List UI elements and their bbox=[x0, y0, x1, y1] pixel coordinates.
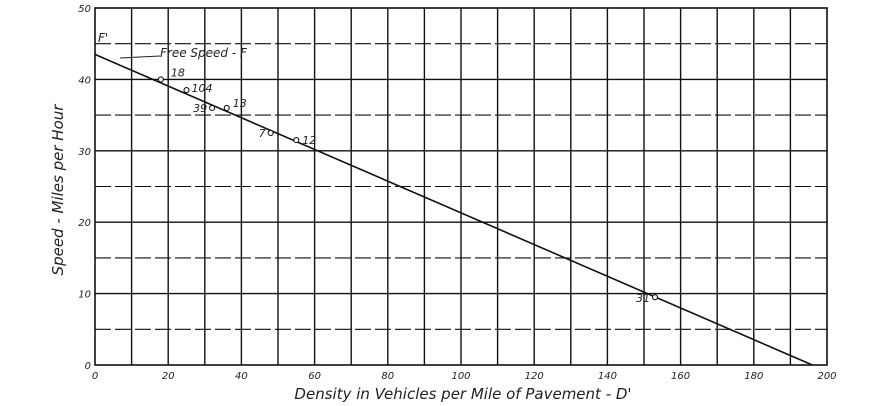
data-point-label: 7 bbox=[259, 127, 266, 140]
data-point bbox=[209, 104, 216, 112]
y-tick-label: 10 bbox=[78, 290, 91, 301]
free-speed-annotation: Free Speed - F bbox=[160, 46, 248, 60]
x-axis-label: Density in Vehicles per Mile of Pavement… bbox=[294, 385, 631, 403]
data-point bbox=[157, 76, 164, 83]
f-prime-annotation: F' bbox=[98, 31, 108, 45]
x-tick-labels: 0 20 40 60 80 100 120 140 160 180 200 bbox=[92, 371, 837, 382]
data-point bbox=[651, 294, 659, 301]
data-point-label: 12 bbox=[302, 134, 316, 147]
grid bbox=[95, 8, 827, 365]
x-tick-label: 0 bbox=[92, 371, 98, 382]
x-tick-label: 200 bbox=[817, 371, 836, 382]
plot-frame bbox=[94, 7, 828, 366]
x-tick-label: 120 bbox=[525, 371, 544, 382]
y-tick-label: 40 bbox=[78, 75, 91, 86]
data-point-label: 104 bbox=[192, 82, 213, 95]
free-speed-leader bbox=[119, 55, 161, 59]
x-tick-label: 100 bbox=[451, 371, 470, 382]
axes bbox=[94, 7, 828, 366]
data-point-label: 31 bbox=[636, 292, 650, 305]
x-tick-label: 160 bbox=[671, 371, 690, 382]
data-point-label: 39 bbox=[193, 102, 207, 115]
y-tick-label: 30 bbox=[78, 147, 91, 158]
x-tick-label: 60 bbox=[308, 371, 321, 382]
data-points: 18 104 39 13 7 12 31 bbox=[157, 66, 659, 305]
x-tick-label: 140 bbox=[598, 371, 617, 382]
x-tick-label: 80 bbox=[381, 371, 394, 382]
data-point-label: 13 bbox=[233, 97, 247, 110]
y-axis-label: Speed - Miles per Hour bbox=[49, 104, 67, 276]
y-tick-labels: 0 10 20 30 40 50 bbox=[78, 4, 91, 372]
data-point bbox=[293, 137, 300, 144]
data-point bbox=[183, 87, 190, 94]
x-tick-label: 20 bbox=[162, 371, 175, 382]
data-point-label: 18 bbox=[171, 66, 185, 79]
y-tick-label: 20 bbox=[78, 218, 91, 229]
data-point bbox=[267, 129, 274, 136]
y-tick-label: 0 bbox=[85, 361, 91, 372]
x-tick-label: 40 bbox=[235, 371, 248, 382]
x-tick-label: 180 bbox=[744, 371, 763, 382]
y-tick-label: 50 bbox=[78, 4, 91, 15]
data-point bbox=[223, 104, 230, 112]
